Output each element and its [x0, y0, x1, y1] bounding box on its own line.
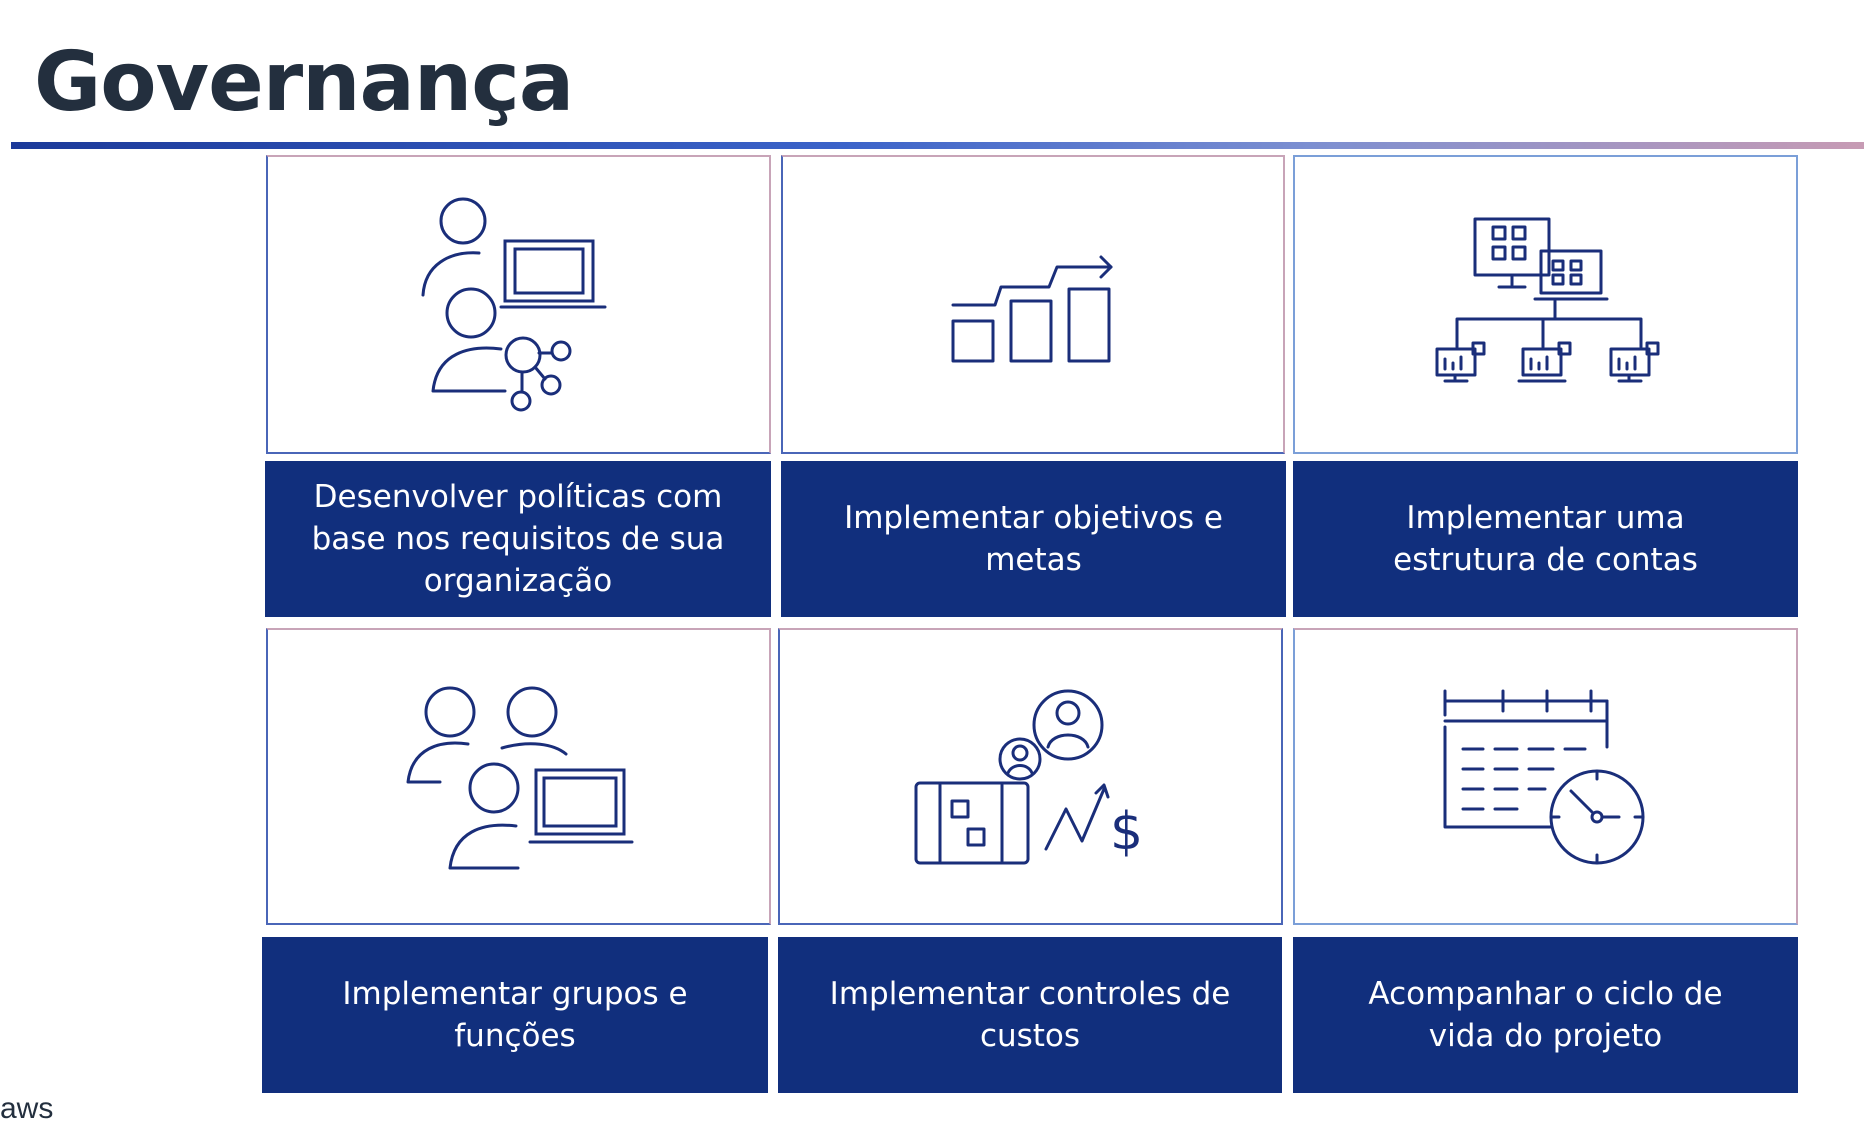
page-title: Governança: [34, 35, 574, 130]
card-label-policies: Desenvolver políticas com base nos requi…: [265, 461, 771, 617]
card-label-accounts: Implementar uma estrutura de contas: [1293, 461, 1798, 617]
card-label-lifecycle: Acompanhar o ciclo de vida do projeto: [1293, 937, 1798, 1093]
card-label-costs: Implementar controles de custos: [778, 937, 1282, 1093]
calendar-clock-icon: [1443, 689, 1644, 864]
card-image-accounts: [1293, 155, 1798, 454]
card-label-goals: Implementar objetivos e metas: [781, 461, 1286, 617]
card-image-groups: [266, 628, 771, 925]
card-image-lifecycle: [1293, 628, 1798, 925]
users-policy-icon: [421, 197, 606, 411]
title-divider: [11, 142, 1864, 149]
cost-control-icon: $: [914, 689, 1143, 864]
card-image-costs: $: [778, 628, 1283, 925]
user-groups-icon: [406, 686, 633, 869]
card-image-policies: [266, 155, 771, 454]
card-label-groups: Implementar grupos e funções: [262, 937, 768, 1093]
svg-text:$: $: [1110, 802, 1143, 862]
aws-logo: aws: [0, 1092, 54, 1125]
account-structure-icon: [1435, 217, 1659, 382]
card-image-goals: [781, 155, 1285, 454]
growth-chart-icon: [951, 255, 1113, 362]
